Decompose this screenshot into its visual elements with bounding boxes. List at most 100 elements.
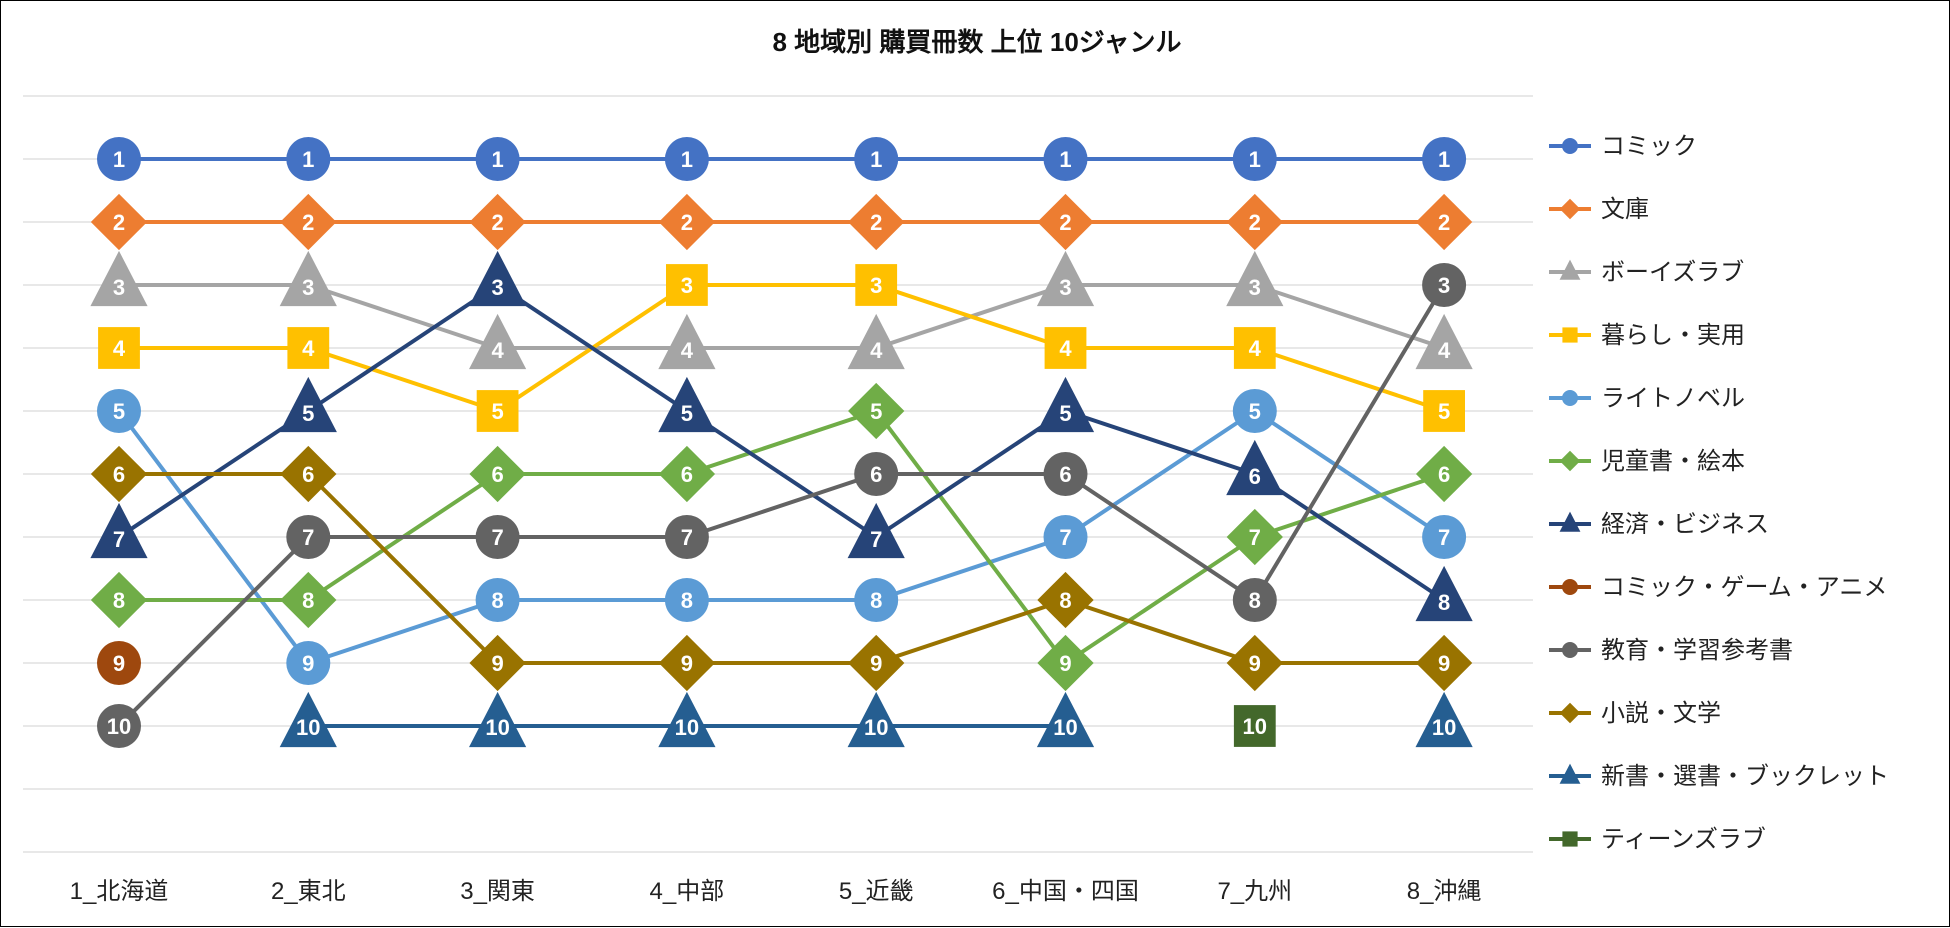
point-marker	[469, 313, 527, 370]
data-point: 2	[469, 193, 526, 251]
data-point: 6	[280, 445, 337, 503]
data-label: 7	[1249, 525, 1261, 550]
data-label: 8	[491, 588, 503, 613]
data-point: 9	[1415, 634, 1473, 692]
data-point: 8	[664, 578, 709, 622]
data-point: 1	[475, 137, 520, 181]
data-point: 3	[469, 250, 527, 307]
series-4: 4 4 5 3 3 4 4 5	[98, 264, 1465, 432]
data-label: 10	[485, 715, 509, 740]
point-marker	[1226, 634, 1283, 692]
data-point: 9	[97, 641, 141, 685]
data-label: 3	[1249, 275, 1261, 300]
point-marker	[1415, 193, 1473, 251]
data-point: 6	[90, 445, 148, 503]
legend-marker	[1562, 831, 1578, 847]
data-label: 6	[113, 462, 125, 487]
data-label: 6	[491, 462, 503, 487]
data-label: 9	[302, 651, 314, 676]
data-point: 2	[1037, 193, 1094, 251]
data-label: 6	[681, 462, 693, 487]
data-point: 4	[98, 327, 140, 369]
data-point: 4	[1415, 313, 1473, 370]
legend: コミック文庫ボーイズラブ暮らし・実用ライトノベル児童書・絵本経済・ビジネスコミッ…	[1549, 133, 1889, 853]
series-line-segment	[117, 535, 311, 728]
data-point: 4	[287, 327, 330, 369]
data-point: 3	[90, 250, 148, 307]
data-label: 6	[1438, 462, 1450, 487]
point-marker	[1044, 327, 1087, 369]
data-label: 9	[1249, 651, 1261, 676]
point-marker	[1233, 327, 1276, 369]
data-point: 5	[97, 389, 141, 433]
legend-marker	[1559, 702, 1581, 724]
series-line-segment	[1063, 409, 1257, 539]
point-marker	[848, 193, 905, 251]
point-marker	[90, 571, 148, 629]
legend-marker	[1562, 579, 1578, 595]
point-marker	[469, 445, 526, 503]
point-marker	[469, 691, 527, 748]
series-line-segment	[874, 598, 1068, 665]
data-point: 3	[666, 264, 708, 306]
data-label: 6	[302, 462, 314, 487]
series-line-segment	[1252, 409, 1447, 539]
data-label: 9	[491, 651, 503, 676]
data-label: 5	[681, 401, 693, 426]
point-marker	[848, 634, 905, 692]
series-line-segment	[1063, 409, 1257, 476]
data-label: 7	[1059, 525, 1071, 550]
data-point: 9	[1226, 634, 1283, 692]
series-line-segment	[306, 346, 500, 413]
legend-entry: コミック	[1549, 133, 1697, 160]
legend-label: コミック・ゲーム・アニメ	[1601, 574, 1887, 601]
data-label: 8	[681, 588, 693, 613]
point-marker	[1226, 439, 1284, 496]
series-11: 10 10 10 10 10 10	[279, 691, 1473, 748]
data-point: 1	[1422, 137, 1467, 181]
data-point: 10	[1415, 691, 1473, 748]
data-point: 3	[279, 250, 337, 307]
point-marker	[854, 137, 899, 181]
x-tick-label: 2_東北	[271, 878, 346, 905]
data-label: 2	[1249, 210, 1261, 235]
x-tick-label: 7_九州	[1217, 878, 1292, 905]
series-line-segment	[1252, 283, 1447, 602]
data-point: 5	[848, 382, 905, 440]
x-tick-label: 8_沖縄	[1407, 878, 1482, 905]
data-label: 10	[1243, 714, 1267, 739]
data-label: 10	[675, 715, 699, 740]
point-marker	[1423, 390, 1465, 432]
point-marker	[855, 264, 898, 306]
data-point: 8	[1232, 578, 1277, 622]
data-label: 2	[113, 210, 125, 235]
data-point: 7	[475, 515, 520, 559]
series-8: 9	[97, 641, 141, 685]
data-point: 9	[469, 634, 526, 692]
data-point: 8	[1415, 565, 1473, 622]
data-point: 10	[97, 704, 141, 748]
point-marker	[98, 327, 140, 369]
legend-label: 暮らし・実用	[1601, 322, 1745, 349]
data-label: 10	[296, 715, 320, 740]
data-point: 10	[847, 691, 905, 748]
point-marker	[279, 376, 337, 433]
point-marker	[1036, 250, 1095, 307]
data-label: 10	[1432, 715, 1456, 740]
legend-label: ボーイズラブ	[1601, 259, 1744, 286]
data-label: 6	[870, 462, 882, 487]
legend-entry: 児童書・絵本	[1549, 448, 1745, 475]
data-label: 5	[1249, 399, 1261, 424]
data-point: 4	[469, 313, 527, 370]
x-tick-label: 5_近畿	[839, 878, 914, 905]
point-marker	[1233, 705, 1276, 747]
point-marker	[475, 515, 520, 559]
data-label: 3	[491, 275, 503, 300]
data-label: 2	[870, 210, 882, 235]
data-point: 7	[90, 502, 148, 559]
data-label: 10	[864, 715, 888, 740]
data-point: 7	[1226, 508, 1283, 566]
data-point: 4	[1233, 327, 1276, 369]
point-marker	[279, 250, 337, 307]
